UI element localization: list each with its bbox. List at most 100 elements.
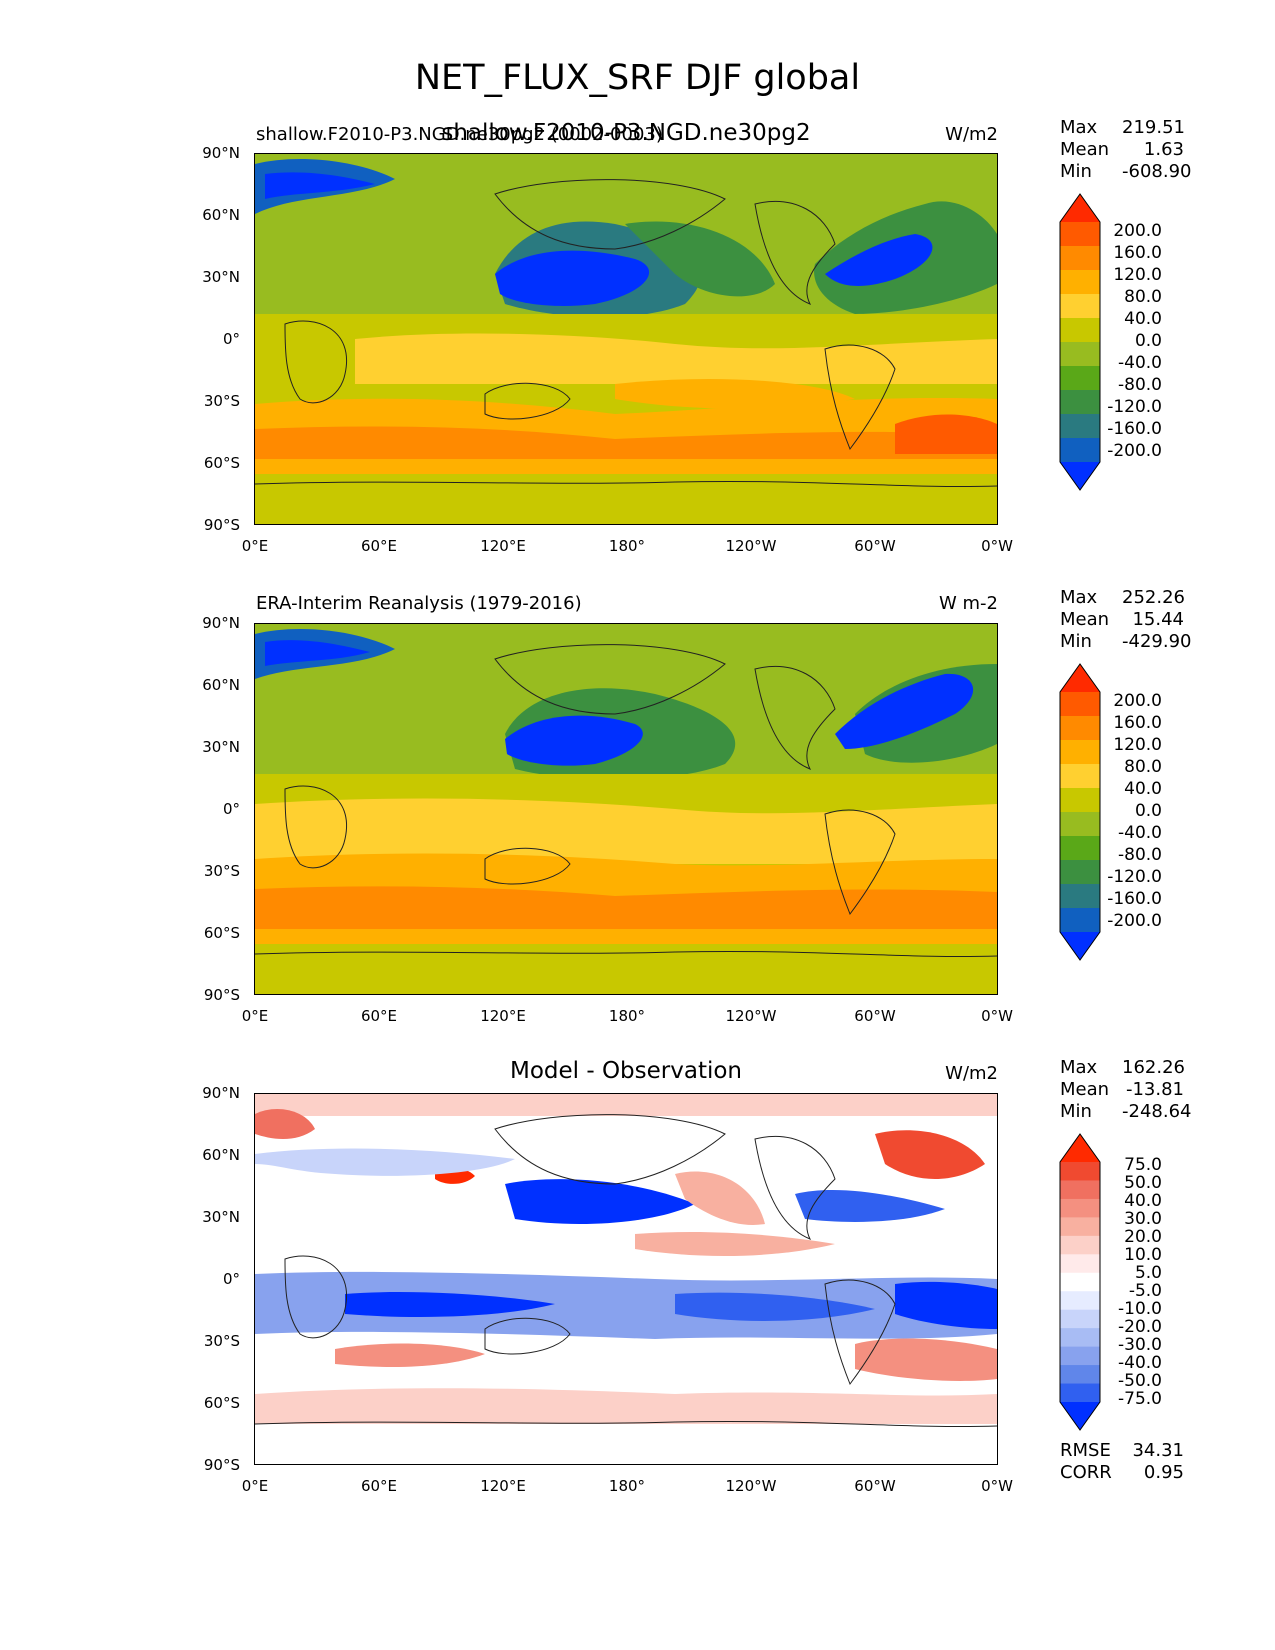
colorbar-segment [1060,414,1100,439]
colorbar-segment [1060,1383,1100,1403]
cbar2-label: -40.0 [1118,1353,1162,1373]
colorbar-segment [1060,246,1100,271]
panel-1-units: W m-2 [938,593,998,614]
panel-0-ytick-90s: 90°S [203,516,240,534]
panel-2-units: W/m2 [945,1063,998,1084]
panel-2-xtick-0w: 0°W [981,1477,1013,1495]
colorbar-outline [1059,193,1101,491]
cbar2-label: 20.0 [1124,1227,1162,1247]
panel-0-stats: Max 219.51 Mean 1.63 Min -608.90 [1060,117,1191,183]
panel-0-xtick-120w: 120°W [725,537,777,555]
cbar1-label: -200.0 [1107,911,1162,931]
colorbar-extend-bottom [1060,462,1100,490]
colorbar-segment [1060,692,1100,717]
panel-2-xtick-60w: 60°W [854,1477,896,1495]
colorbar-extend-bottom [1060,932,1100,960]
panel-2-map [254,1093,998,1465]
colorbar-segment [1060,366,1100,391]
colorbar-segment [1060,1291,1100,1311]
panel-1-map [254,623,998,995]
colorbar-segment [1060,1365,1100,1385]
panel-0-ytick-60n: 60°N [202,206,240,224]
panel-1-ytick-90n: 90°N [202,614,240,632]
colorbar-segment [1060,1180,1100,1200]
stat-min-label: Min [1060,631,1092,652]
panel-1-xtick-180: 180° [608,1007,646,1025]
cbar0-label: 200.0 [1113,221,1162,241]
stat-max-value: 219.51 [1122,117,1185,138]
stat-min-value: -248.64 [1122,1101,1192,1122]
colorbar-outline [1059,1133,1101,1431]
stat-max-label: Max [1060,587,1098,608]
stat-mean-label: Mean [1060,609,1110,630]
panel-2-xtick-120w: 120°W [725,1477,777,1495]
stat-max-label: Max [1060,117,1098,138]
stat-mean-value: 1.63 [1143,139,1184,160]
cbar0-label: -160.0 [1107,419,1162,439]
panel-2-ytick-90n: 90°N [202,1084,240,1102]
panel-2-center-title: Model - Observation [509,1058,743,1084]
cbar1-label: -120.0 [1107,867,1162,887]
panel-1-left-title: ERA-Interim Reanalysis (1979-2016) [256,593,582,614]
panel-2-stats: Max 162.26 Mean -13.81 Min -248.64 [1060,1057,1192,1123]
cbar0-label: -40.0 [1118,353,1162,373]
panel-0-xtick-0w: 0°W [981,537,1013,555]
cbar2-label: 10.0 [1124,1245,1162,1265]
colorbar-segment [1060,1162,1100,1181]
colorbar-segment [1060,836,1100,861]
panel-1-xtick-120w: 120°W [725,1007,777,1025]
colorbar-segment [1060,740,1100,765]
cbar2-label: 40.0 [1124,1191,1162,1211]
panel-0-xtick-60w: 60°W [854,537,896,555]
colorbar-segment [1060,318,1100,343]
panel-0-ytick-30s: 30°S [203,392,240,410]
stat-max-label: Max [1060,1057,1098,1078]
colorbar-outline [1059,663,1101,961]
panel-1-colorbar [1058,663,1102,961]
cbar2-label: 30.0 [1124,1209,1162,1229]
stat-mean-value: -13.81 [1125,1079,1184,1100]
cbar2-label: 5.0 [1134,1263,1162,1283]
panel-2-xtick-120e: 120°E [480,1477,526,1495]
panel-1-xtick-60w: 60°W [854,1007,896,1025]
colorbar-segment [1060,438,1100,463]
panel-1-colorbar-labels: 200.0 160.0 120.0 80.0 40.0 0.0 -40.0 -8… [1096,663,1166,961]
panel-2-ytick-30n: 30°N [202,1208,240,1226]
colorbar-segment [1060,1235,1100,1255]
colorbar-segment [1060,1272,1100,1292]
cbar2-label: -30.0 [1118,1335,1162,1355]
stat-mean-label: Mean [1060,1079,1110,1100]
cbar2-label: -5.0 [1128,1281,1162,1301]
stat-min-label: Min [1060,1101,1092,1122]
panel-2-ytick-30s: 30°S [203,1332,240,1350]
panel-1-ytick-30s: 30°S [203,862,240,880]
stat-min-value: -429.90 [1122,631,1192,652]
colorbar-segment [1060,908,1100,933]
panel-1-xtick-0w: 0°W [981,1007,1013,1025]
panel-1-ytick-90s: 90°S [203,986,240,1004]
stat-corr-value: 0.95 [1143,1462,1184,1483]
stat-rmse-value: 34.31 [1132,1440,1184,1461]
colorbar-extend-top [1060,194,1100,222]
cbar1-label: 120.0 [1113,735,1162,755]
colorbar-segment [1060,1217,1100,1237]
cbar0-label: -120.0 [1107,397,1162,417]
cbar1-label: 0.0 [1134,801,1162,821]
colorbar-segment [1060,812,1100,837]
colorbar-segment [1060,884,1100,909]
cbar0-label: -200.0 [1107,441,1162,461]
panel-2-colorbar-labels: 75.0 50.0 40.0 30.0 20.0 10.0 5.0 -5.0 -… [1096,1133,1166,1431]
cbar1-label: -80.0 [1118,845,1162,865]
colorbar-segment [1060,390,1100,415]
stat-max-value: 252.26 [1122,587,1185,608]
cbar0-label: 40.0 [1124,309,1162,329]
figure-title: NET_FLUX_SRF DJF global [414,58,861,98]
panel-1-ytick-60n: 60°N [202,676,240,694]
colorbar-segment [1060,1328,1100,1348]
colorbar-segment [1060,788,1100,813]
panel-2-ytick-90s: 90°S [203,1456,240,1474]
panel-0-xtick-0e: 0°E [241,537,269,555]
panel-2-xtick-60e: 60°E [360,1477,398,1495]
cbar0-label: 0.0 [1134,331,1162,351]
panel-2-colorbar [1058,1133,1102,1431]
